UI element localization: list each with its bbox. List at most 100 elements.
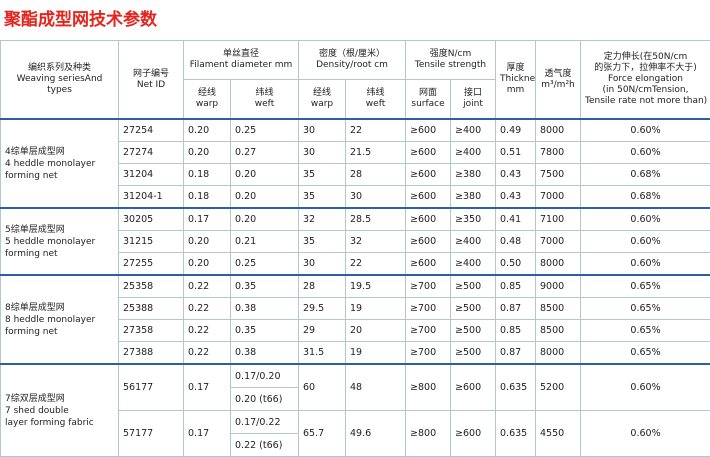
table-cell: 9000 bbox=[536, 275, 581, 298]
header-text: 强度N/cm bbox=[410, 49, 491, 60]
table-cell: 0.22 bbox=[184, 342, 231, 365]
table-cell: 0.21 bbox=[231, 231, 299, 253]
table-cell: 57177 bbox=[119, 411, 184, 457]
table-cell: ≥500 bbox=[451, 320, 496, 342]
table-cell: 20 bbox=[346, 320, 406, 342]
table-cell: 0.35 bbox=[231, 275, 299, 298]
group-label: forming net bbox=[5, 326, 114, 338]
table-cell: 0.68% bbox=[581, 186, 710, 209]
table-cell: 27274 bbox=[119, 142, 184, 164]
table-cell: ≥700 bbox=[406, 298, 451, 320]
table-cell: 0.60% bbox=[581, 253, 710, 276]
header-text: warp bbox=[303, 99, 341, 110]
table-cell: 0.87 bbox=[496, 342, 536, 365]
table-cell: 7100 bbox=[536, 208, 581, 231]
table-cell: 25388 bbox=[119, 298, 184, 320]
table-cell: 56177 bbox=[119, 364, 184, 411]
table-cell: 0.18 bbox=[184, 164, 231, 186]
table-cell: 0.20 bbox=[231, 208, 299, 231]
table-cell: ≥600 bbox=[406, 142, 451, 164]
table-cell: 21.5 bbox=[346, 142, 406, 164]
table-cell: 7000 bbox=[536, 186, 581, 209]
table-cell: ≥700 bbox=[406, 342, 451, 365]
table-cell: 30205 bbox=[119, 208, 184, 231]
group-label: 8综单层成型网 bbox=[5, 302, 114, 314]
table-cell: ≥700 bbox=[406, 275, 451, 298]
table-cell: 0.87 bbox=[496, 298, 536, 320]
table-cell: 30 bbox=[346, 186, 406, 209]
table-cell: 31204-1 bbox=[119, 186, 184, 209]
table-cell: 60 bbox=[299, 364, 346, 411]
table-cell: 0.22 bbox=[184, 275, 231, 298]
table-cell: 31.5 bbox=[299, 342, 346, 365]
table-cell: ≥700 bbox=[406, 320, 451, 342]
table-cell: ≥600 bbox=[406, 208, 451, 231]
table-cell: 27388 bbox=[119, 342, 184, 365]
group-label: 4综单层成型网 bbox=[5, 146, 114, 158]
header-text: 定力伸长(在50N/cm bbox=[585, 52, 706, 63]
table-cell: 27358 bbox=[119, 320, 184, 342]
table-cell: ≥400 bbox=[451, 253, 496, 276]
table-cell: 35 bbox=[299, 231, 346, 253]
group-label: layer forming fabric bbox=[5, 417, 114, 429]
table-cell: 0.60% bbox=[581, 208, 710, 231]
table-cell: 35 bbox=[299, 164, 346, 186]
table-cell: 8500 bbox=[536, 298, 581, 320]
table-cell: ≥400 bbox=[451, 231, 496, 253]
table-cell: ≥600 bbox=[406, 231, 451, 253]
table-cell: 0.20 bbox=[184, 142, 231, 164]
table-cell: 0.17 bbox=[184, 411, 231, 457]
table-cell: ≥600 bbox=[406, 253, 451, 276]
header-text: 纬线 bbox=[235, 88, 294, 99]
table-cell: ≥600 bbox=[406, 119, 451, 142]
table-cell: 32 bbox=[346, 231, 406, 253]
table-cell: 0.17/0.22 bbox=[231, 411, 299, 434]
header-text: m³/m²h bbox=[540, 80, 576, 91]
table-cell: 28 bbox=[346, 164, 406, 186]
group-label: forming net bbox=[5, 170, 114, 182]
table-cell: 0.65% bbox=[581, 275, 710, 298]
table-cell: 0.65% bbox=[581, 320, 710, 342]
table-cell: 4550 bbox=[536, 411, 581, 457]
table-cell: 0.20 bbox=[184, 119, 231, 142]
header-text: 透气度 bbox=[540, 69, 576, 80]
header-text: Net ID bbox=[123, 80, 179, 91]
table-cell: 0.65% bbox=[581, 342, 710, 365]
table-cell: ≥500 bbox=[451, 342, 496, 365]
header-text: 纬线 bbox=[350, 88, 401, 99]
table-cell: 7500 bbox=[536, 164, 581, 186]
header-text: Filament diameter mm bbox=[188, 60, 294, 71]
header-text: 单丝直径 bbox=[188, 49, 294, 60]
table-cell: ≥800 bbox=[406, 411, 451, 457]
header-text: surface bbox=[410, 99, 446, 110]
table-cell: ≥350 bbox=[451, 208, 496, 231]
header-text: (in 50N/cmTension, bbox=[585, 85, 706, 96]
table-cell: 0.20 (t66) bbox=[231, 388, 299, 411]
table-cell: 0.20 bbox=[184, 253, 231, 276]
table-cell: 30 bbox=[299, 119, 346, 142]
header-text: 的张力下，拉伸率不大于) bbox=[585, 63, 706, 74]
table-cell: 0.68% bbox=[581, 164, 710, 186]
header-text: weft bbox=[350, 99, 401, 110]
table-cell: 30 bbox=[299, 142, 346, 164]
table-cell: ≥600 bbox=[406, 186, 451, 209]
table-cell: 31215 bbox=[119, 231, 184, 253]
table-cell: 0.17/0.20 bbox=[231, 364, 299, 388]
table-cell: 0.27 bbox=[231, 142, 299, 164]
table-cell: 0.48 bbox=[496, 231, 536, 253]
group-label: 4 heddle monolayer bbox=[5, 158, 114, 170]
table-cell: 29 bbox=[299, 320, 346, 342]
